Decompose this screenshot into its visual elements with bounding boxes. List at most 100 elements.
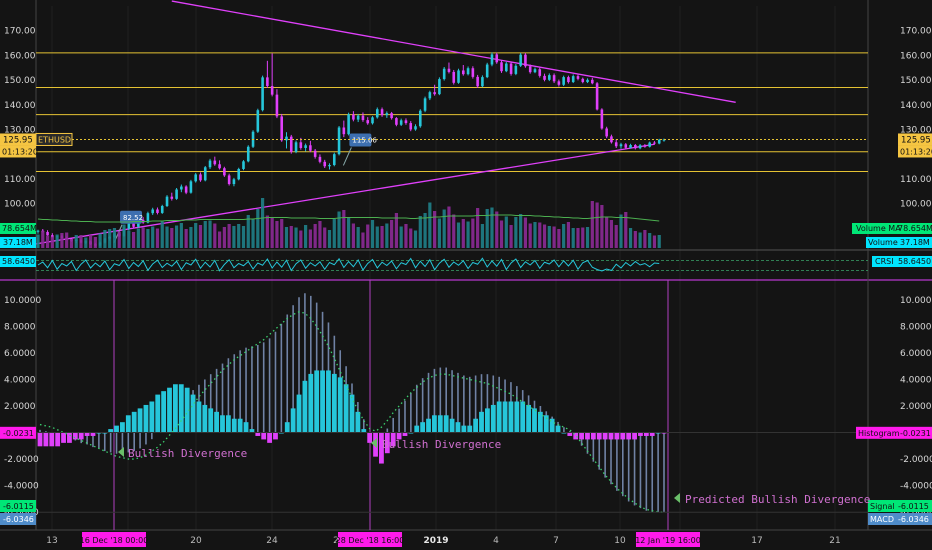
volume-bar-62 [332, 219, 336, 248]
countdown-tag-right-value: 01:13:20 [900, 147, 932, 156]
histogram-bar-82 [520, 401, 526, 433]
histogram-bar-0 [37, 432, 43, 447]
histogram-bar-99 [620, 432, 626, 440]
signal-tag-left-value: -6.0115 [3, 502, 34, 511]
volume-bar-111 [566, 222, 571, 248]
candle-body-82 [428, 92, 432, 99]
volume-bar-92 [476, 208, 480, 248]
volume-bar-75 [394, 213, 398, 248]
candle-body-47 [261, 77, 264, 111]
histogram-bar-35 [243, 422, 249, 433]
histogram-bar-74 [473, 418, 479, 433]
candle-body-73 [385, 113, 389, 116]
candle-body-116 [591, 79, 594, 84]
candle-body-85 [442, 68, 446, 80]
date-tag-2 [636, 532, 700, 547]
candle-body-55 [299, 142, 303, 148]
candle-body-112 [571, 76, 575, 83]
histogram-bar-15 [125, 415, 131, 433]
crsi-tag-left [0, 256, 36, 267]
countdown-tag-right [898, 145, 932, 158]
histogram-bar-71 [455, 422, 461, 433]
callout-label-1: 115.06 [352, 136, 377, 144]
candle-body-56 [304, 145, 307, 148]
macd-tag-left [0, 513, 36, 525]
macd-tick-right-4: 2.0000 [900, 402, 932, 412]
price-panel: 82.52 115.06 [33, 0, 868, 247]
callout-label-0: 82.52 [123, 214, 143, 222]
price-tick-left-8: 170.00 [4, 27, 36, 37]
histogram-bar-64 [414, 425, 420, 433]
histogram-bar-61 [396, 432, 402, 440]
price-tag-left-value: 125.95 [3, 135, 33, 145]
price-tick-left-5: 140.00 [4, 101, 36, 111]
volume-bar-65 [347, 218, 351, 248]
volume-bar-11 [88, 235, 93, 248]
candle-body-3 [51, 235, 54, 238]
volume-bar-12 [93, 237, 97, 248]
volume-bar-34 [198, 225, 203, 248]
histogram-bar-20 [155, 394, 161, 433]
candle-body-39 [223, 168, 226, 176]
x-tick-7: 10 [614, 536, 626, 546]
histogram-bar-7 [78, 432, 84, 440]
volume-bar-4 [55, 234, 59, 248]
histogram-bar-4 [61, 432, 66, 443]
candle-body-49 [270, 86, 274, 95]
histogram-bar-21 [161, 391, 167, 433]
volume-bar-81 [423, 213, 427, 248]
candle-body-35 [203, 167, 207, 181]
candle-body-0 [36, 230, 40, 232]
histogram-bar-37 [255, 432, 261, 436]
annotation-arrow-1 [371, 438, 377, 448]
date-tag-label-1: 28 Dec '18 16:00 [336, 536, 405, 545]
histogram-bar-49 [326, 370, 331, 433]
volume-bar-24 [151, 226, 155, 248]
volume-bar-112 [571, 228, 575, 248]
histogram-bar-45 [302, 380, 308, 433]
volume-bar-45 [251, 219, 255, 248]
histogram-bar-60 [390, 432, 396, 447]
volume-bar-91 [471, 218, 475, 248]
volume-bar-106 [542, 224, 547, 248]
histogram-legend [856, 426, 932, 439]
volume-bar-36 [208, 220, 212, 248]
annotation-arrow-0 [118, 447, 124, 457]
labels: Bullish Divergence Bullish Divergence Pr… [128, 438, 870, 506]
volume-legend [866, 237, 932, 248]
volume-bar-46 [256, 209, 260, 248]
histogram-bar-46 [308, 373, 314, 433]
histogram-bar-2 [49, 432, 55, 447]
volume-bar-100 [514, 217, 518, 248]
histogram-bar-40 [273, 432, 278, 440]
candle-body-130 [657, 139, 661, 144]
histogram-bar-56 [367, 432, 373, 443]
callout-pointer-1 [342, 147, 352, 166]
candle-body-131 [662, 139, 666, 141]
volume-bar-27 [165, 226, 169, 248]
candle-body-101 [519, 54, 522, 66]
volume-bar-42 [237, 224, 241, 248]
volume-bar-23 [146, 229, 150, 248]
macd-tick-right-5: -2.0000 [900, 455, 932, 465]
histogram-bar-94 [590, 432, 596, 440]
candle-body-120 [610, 136, 613, 143]
volume-bar-39 [222, 227, 226, 248]
volume-bar-9 [79, 235, 83, 248]
candle-body-90 [466, 68, 470, 75]
price-tag-right-value: 125.95 [901, 135, 931, 145]
candle-body-53 [289, 136, 293, 152]
histogram-bar-86 [543, 415, 549, 433]
volume-bar-29 [174, 225, 179, 248]
candle-body-81 [423, 98, 427, 111]
volume-bar-18 [122, 224, 126, 248]
volume-bar-95 [490, 207, 494, 248]
candle-body-128 [648, 142, 651, 147]
annotation-bullish-divergence-2: Bullish Divergence [382, 438, 501, 451]
volume-bar-127 [643, 230, 647, 248]
candle-body-50 [275, 94, 279, 117]
volume-bar-116 [590, 201, 594, 248]
crsi-legend [872, 256, 932, 267]
volume-bar-72 [380, 226, 384, 248]
